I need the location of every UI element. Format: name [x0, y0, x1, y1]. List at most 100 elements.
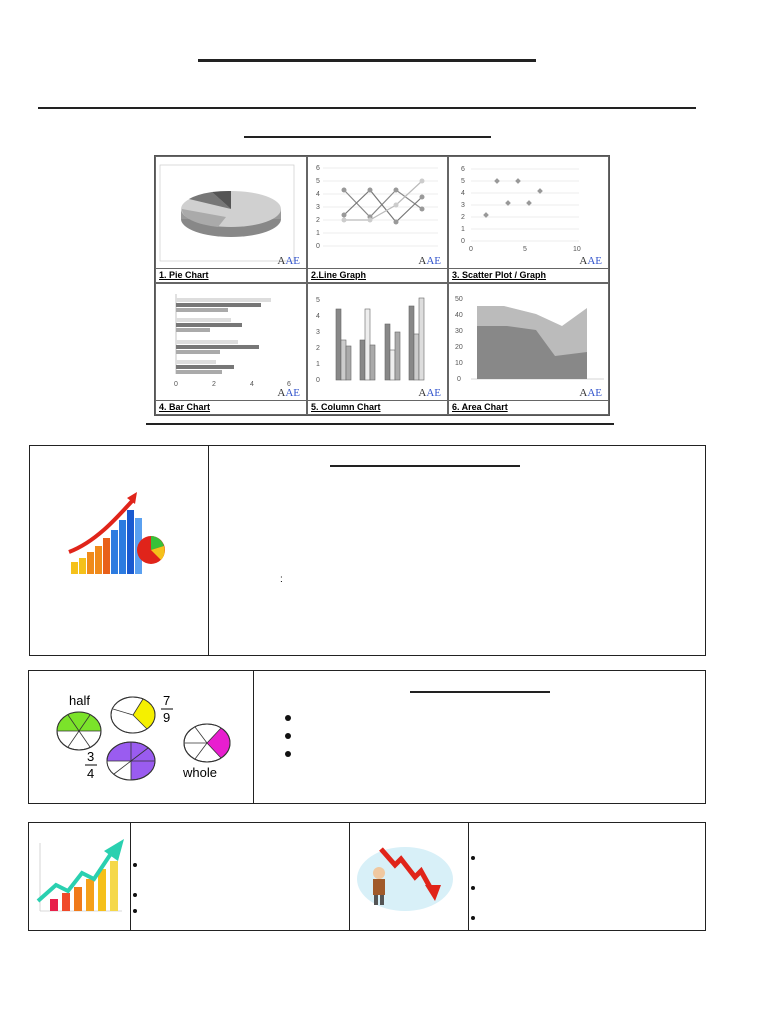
logo-text: AE	[285, 255, 300, 267]
fractions-illustration: half 7 9 3 4	[56, 693, 231, 781]
bar-x-tick: 4	[250, 381, 254, 388]
growth-chart-illustration	[68, 492, 165, 574]
scatter-y-tick: 5	[461, 178, 465, 185]
line-y-tick: 4	[316, 191, 320, 198]
box-divider	[253, 671, 254, 803]
column-y-tick: 0	[316, 377, 320, 384]
pie-chart-cell: AAE 1. Pie Chart	[155, 156, 307, 283]
fraction-four-denominator: 4	[87, 766, 94, 781]
chart-logo: AAE	[579, 387, 602, 399]
chart-caption: 1. Pie Chart	[156, 268, 306, 282]
chart-caption: 5. Column Chart	[308, 400, 447, 414]
list-bullet	[285, 733, 291, 739]
trends-box	[28, 822, 706, 931]
colon-mark: :	[280, 574, 283, 585]
column-y-tick: 2	[316, 345, 320, 352]
list-bullet	[285, 715, 291, 721]
fraction-whole-circle	[183, 723, 231, 763]
area-y-tick: 50	[455, 296, 463, 303]
line-y-tick: 1	[316, 230, 320, 237]
fraction-whole-label: whole	[182, 765, 217, 780]
column-y-tick: 4	[316, 313, 320, 320]
fraction-nine-denominator: 9	[163, 710, 170, 725]
fraction-seven-numerator: 7	[163, 693, 170, 708]
column-y-tick: 5	[316, 297, 320, 304]
scatter-plot-figure: 0 1 2 3 4 5 6 0 5 10	[461, 166, 581, 253]
box-divider	[468, 823, 469, 930]
line-graph-cell: 0 1 2 3 4 5 6 AAE 2.Line Graph	[307, 156, 448, 283]
scatter-y-tick: 2	[461, 214, 465, 221]
scatter-x-tick: 0	[469, 246, 473, 253]
scatter-y-tick: 1	[461, 226, 465, 233]
area-y-tick: 20	[455, 344, 463, 351]
line-graph-figure: 0 1 2 3 4 5 6	[316, 165, 438, 250]
scatter-x-tick: 5	[523, 246, 527, 253]
list-bullet	[133, 863, 137, 867]
logo-text: AE	[426, 255, 441, 267]
logo-text: AE	[587, 387, 602, 399]
scatter-x-tick: 10	[573, 246, 581, 253]
list-bullet	[133, 909, 137, 913]
logo-text: AE	[587, 255, 602, 267]
fractions-box: half 7 9 3 4	[28, 670, 706, 804]
area-y-tick: 40	[455, 312, 463, 319]
title-line	[198, 59, 536, 62]
column-y-tick: 3	[316, 329, 320, 336]
scatter-y-tick: 6	[461, 166, 465, 173]
line-y-tick: 0	[316, 243, 320, 250]
heading-line	[244, 136, 491, 138]
area-y-tick: 0	[457, 376, 461, 383]
downward-trend-icon	[357, 847, 453, 911]
chart-logo: AAE	[418, 387, 441, 399]
grid-underline	[146, 423, 614, 425]
line-y-tick: 5	[316, 178, 320, 185]
column-y-tick: 1	[316, 361, 320, 368]
fraction-half-label: half	[69, 693, 90, 708]
chart-types-grid: AAE 1. Pie Chart 0 1 2 3 4 5 6	[154, 155, 610, 416]
chart-caption: 3. Scatter Plot / Graph	[449, 268, 608, 282]
definition-box: :	[29, 445, 706, 656]
area-chart-cell: 0 10 20 30 40 50 AAE 6. Area Chart	[448, 283, 609, 415]
fraction-three-quarters-circle	[106, 741, 156, 781]
bar-x-tick: 2	[212, 381, 216, 388]
bar-x-tick: 6	[287, 381, 291, 388]
list-bullet	[471, 916, 475, 920]
fraction-three-numerator: 3	[87, 749, 94, 764]
scatter-y-tick: 3	[461, 202, 465, 209]
chart-logo: AAE	[418, 255, 441, 267]
chart-caption: 2.Line Graph	[308, 268, 447, 282]
logo-text: AE	[426, 387, 441, 399]
bar-chart-cell: 0 2 4 6 AAE 4. Bar Chart	[155, 283, 307, 415]
chart-logo: AAE	[277, 387, 300, 399]
area-y-tick: 30	[455, 328, 463, 335]
logo-text: AE	[285, 387, 300, 399]
area-y-tick: 10	[455, 360, 463, 367]
list-bullet	[133, 893, 137, 897]
chart-logo: AAE	[277, 255, 300, 267]
box-divider	[349, 823, 350, 930]
definition-title-line	[330, 465, 520, 467]
box-divider	[130, 823, 131, 930]
scatter-y-tick: 4	[461, 190, 465, 197]
list-bullet	[285, 751, 291, 757]
scatter-y-tick: 0	[461, 238, 465, 245]
pie-chart-figure	[159, 164, 295, 262]
upward-trend-icon	[36, 839, 124, 912]
column-chart-figure: 0 1 2 3 4 5	[316, 297, 425, 384]
fraction-half-circle	[56, 711, 102, 751]
bar-x-tick: 0	[174, 381, 178, 388]
column-chart-cell: 0 1 2 3 4 5 AAE 5. Column Chart	[307, 283, 448, 415]
scatter-plot-cell: 0 1 2 3 4 5 6 0 5 10 AAE 3. Scatter Plot	[448, 156, 609, 283]
bar-chart-figure: 0 2 4 6	[174, 294, 291, 388]
fractions-title-line	[410, 691, 550, 693]
fraction-seven-ninths-circle	[110, 696, 156, 734]
subtitle-line	[38, 107, 696, 109]
chart-caption: 4. Bar Chart	[156, 400, 306, 414]
area-chart-figure: 0 10 20 30 40 50	[455, 296, 604, 383]
list-bullet	[471, 856, 475, 860]
chart-caption: 6. Area Chart	[449, 400, 608, 414]
box-divider	[208, 446, 209, 655]
line-y-tick: 2	[316, 217, 320, 224]
line-y-tick: 3	[316, 204, 320, 211]
list-bullet	[471, 886, 475, 890]
